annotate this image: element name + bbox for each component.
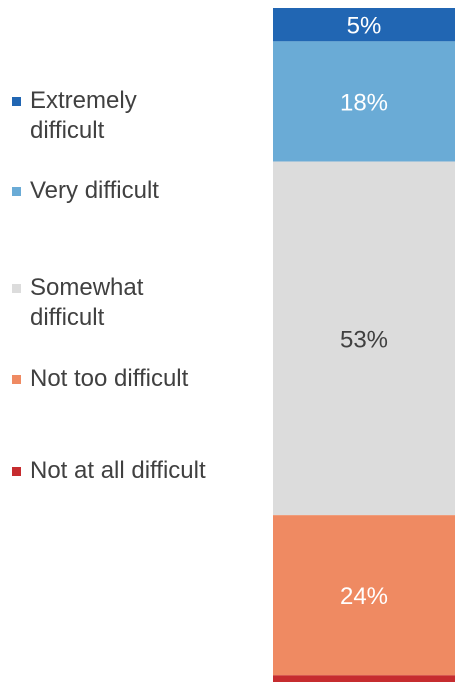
data-label: 18% [340,89,388,116]
legend-label: Not too difficult [30,365,189,392]
legend-label: Not at all difficult [30,457,206,484]
legend-item: Not too difficult [12,364,260,394]
legend-item: Not at all difficult [12,456,260,486]
legend: Extremely difficult Very difficult Somewha… [12,86,260,486]
bar-segment-extremely-difficult [273,8,455,42]
bar-segment-not-too-difficult [273,515,455,676]
data-labels: 5% 18% 53% 24% [340,13,388,611]
legend-item: Very difficult [12,176,260,206]
bar-stack [273,8,455,682]
legend-item: Somewhat difficult [12,273,190,333]
bar-segment-very-difficult [273,41,455,162]
data-label: 5% [347,13,382,40]
data-label: 53% [340,326,388,353]
legend-item: Extremely difficult [12,86,180,146]
bar-segment-somewhat-difficult [273,161,455,516]
legend-label: Extremely difficult [30,87,137,144]
legend-swatch [12,375,21,384]
legend-label: Very difficult [30,177,159,204]
data-label: 24% [340,583,388,610]
legend-label: Somewhat difficult [30,274,144,331]
bar-segment-not-at-all-difficult [273,675,455,682]
legend-swatch [12,284,21,293]
legend-swatch [12,187,21,196]
legend-swatch [12,467,21,476]
legend-swatch [12,97,21,106]
